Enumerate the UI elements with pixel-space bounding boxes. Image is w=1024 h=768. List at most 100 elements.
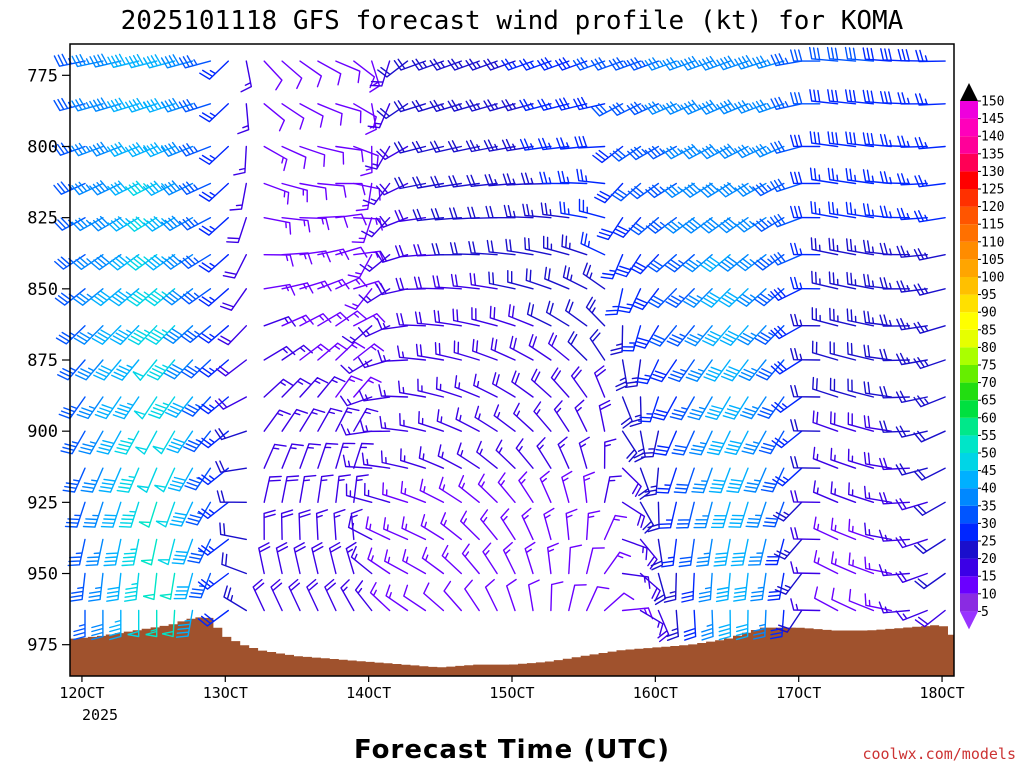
colorbar-label: 55	[981, 429, 997, 444]
wind-barb	[863, 310, 892, 327]
wind-barb	[565, 508, 578, 541]
wind-barb	[657, 609, 670, 643]
wind-barb	[879, 348, 910, 362]
wind-barb	[70, 572, 86, 602]
wind-barb	[55, 325, 86, 345]
wind-barb	[396, 312, 427, 327]
wind-barb	[197, 609, 229, 627]
colorbar-swatch	[960, 576, 978, 594]
wind-barb	[574, 135, 606, 149]
wind-barb	[476, 440, 498, 469]
wind-barb	[528, 334, 552, 361]
wind-barb	[342, 454, 373, 469]
wind-barb	[221, 552, 247, 575]
wind-barb	[828, 201, 857, 219]
colorbar-swatch	[960, 189, 978, 207]
wind-barb	[895, 498, 928, 511]
wind-barb	[299, 343, 331, 361]
wind-barb	[848, 588, 875, 612]
colorbar-label: 115	[981, 218, 1004, 233]
wind-barb	[896, 352, 928, 366]
wind-barb	[226, 217, 247, 244]
wind-barb	[701, 609, 714, 641]
wind-barb	[217, 325, 247, 346]
wind-barb	[434, 342, 462, 361]
wind-barb	[184, 467, 212, 491]
wind-barb	[745, 501, 767, 528]
wind-barb	[455, 407, 480, 432]
wind-barb	[299, 217, 330, 231]
wind-barb	[913, 430, 946, 443]
chart-title: 2025101118 GFS forecast wind profile (kt…	[121, 6, 904, 36]
wind-barb	[85, 538, 104, 567]
wind-barb	[501, 138, 534, 152]
colorbar-swatch	[960, 382, 978, 401]
colorbar-swatch	[960, 347, 978, 365]
wind-barb	[146, 359, 176, 381]
wind-barb	[220, 288, 247, 311]
wind-barb	[770, 53, 803, 67]
wind-barb	[335, 375, 363, 398]
wind-barb	[555, 57, 588, 71]
colorbar-swatch	[960, 365, 978, 383]
wind-barb	[233, 145, 247, 176]
wind-barb	[393, 58, 427, 71]
wind-barb	[58, 396, 86, 419]
wind-barb	[345, 541, 357, 575]
wind-barb	[471, 307, 498, 327]
wind-barb	[846, 238, 875, 256]
wind-barb	[827, 89, 857, 105]
wind-barb	[770, 287, 803, 301]
wind-barb	[603, 475, 622, 503]
wind-barb	[790, 134, 821, 148]
wind-barb	[214, 396, 247, 410]
wind-barb	[830, 411, 857, 432]
wind-barb	[617, 288, 642, 314]
wind-barb	[142, 98, 176, 113]
wind-barb	[333, 509, 346, 541]
x-tick-label: 16OCT	[633, 684, 678, 702]
colorbar-label: 15	[981, 570, 997, 585]
wind-barb	[585, 296, 606, 327]
wind-barb	[770, 213, 803, 228]
wind-barb	[897, 173, 928, 186]
wind-barb	[358, 389, 391, 402]
wind-barb	[182, 396, 212, 417]
wind-barb	[223, 585, 247, 612]
wind-barb	[628, 217, 660, 236]
wind-barb	[594, 365, 606, 398]
wind-barb	[340, 359, 373, 374]
wind-barb	[680, 55, 713, 71]
wind-barb	[771, 430, 803, 449]
wind-barb	[708, 467, 731, 494]
wind-barb	[497, 472, 516, 503]
wind-barb	[179, 254, 212, 269]
colorbar-label: 75	[981, 359, 997, 374]
wind-barb	[520, 172, 552, 185]
wind-barb	[335, 310, 367, 327]
wind-barb	[163, 359, 194, 380]
wind-barb	[545, 300, 570, 327]
colorbar-swatch	[960, 259, 978, 277]
wind-barb	[167, 467, 194, 492]
wind-barb	[89, 97, 122, 112]
wind-barb	[629, 254, 660, 275]
wind-barb	[524, 237, 552, 256]
x-year-label: 2025	[82, 706, 118, 724]
wind-barb	[526, 302, 552, 327]
wind-barb	[716, 99, 749, 115]
wind-barb	[198, 359, 229, 378]
wind-barb	[862, 89, 892, 105]
wind-barb	[411, 140, 445, 154]
wind-barb	[710, 501, 731, 529]
wind-barb	[483, 139, 516, 152]
wind-barb	[107, 53, 140, 68]
wind-barb	[281, 282, 314, 294]
wind-barb	[561, 234, 588, 256]
wind-barb	[429, 58, 462, 71]
wind-barb	[914, 572, 946, 590]
colorbar-label: 5	[981, 605, 989, 620]
wind-barb	[862, 132, 892, 148]
wind-barb	[335, 246, 368, 258]
colorbar-swatch	[960, 558, 978, 577]
